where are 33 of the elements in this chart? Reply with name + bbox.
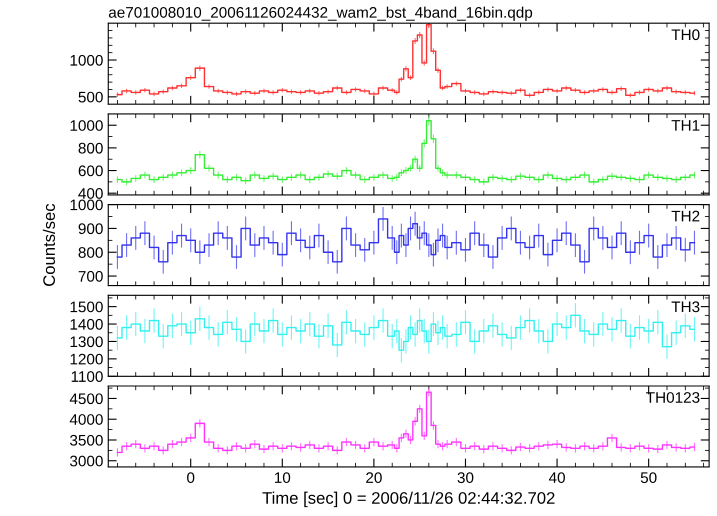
text: TH0123	[646, 392, 700, 403]
y-tick-label: 1000	[70, 54, 103, 66]
y-tick-label: 400	[78, 188, 103, 199]
y-tick-label: 1400	[70, 318, 103, 330]
y-tick-label: 800	[78, 142, 103, 154]
y-axis-title: Counts/sec	[42, 204, 56, 286]
x-axis-title: Time [sec] 0 = 2006/11/26 02:44:32.702	[262, 492, 554, 508]
y-tick-label: 4000	[70, 414, 103, 425]
chart-title: ae701008010_20061126024432_wam2_bst_4band_16bin.qdp	[108, 6, 532, 21]
y-tick-label: 600	[78, 165, 103, 176]
x-tick-label: 10	[274, 472, 290, 484]
y-tick-label: 1100	[72, 371, 103, 382]
y-tick-label: 4500	[70, 393, 103, 404]
series-label: TH3	[672, 301, 700, 312]
y-tick-label: 500	[78, 92, 103, 103]
y-tick-label: 1000	[70, 120, 103, 131]
x-tick-label: 20	[366, 472, 382, 484]
y-tick-label: 1200	[70, 354, 103, 365]
y-tick-label: 1300	[70, 336, 103, 348]
text: TH0	[672, 29, 700, 40]
x-tick-label: 0	[187, 472, 194, 484]
y-tick-label: 700	[78, 270, 103, 282]
y-tick-label: 3500	[70, 434, 103, 446]
y-tick-label: 3000	[70, 456, 103, 466]
y-tick-label: 800	[78, 247, 103, 258]
x-tick-label: 30	[458, 472, 474, 484]
x-tick-label: 50	[640, 472, 657, 484]
series-label: TH2	[672, 210, 700, 222]
y-tick-label: 1500	[70, 301, 103, 312]
x-tick-label: 40	[548, 472, 565, 484]
text: TH1	[672, 120, 700, 131]
y-tick-label: 900	[78, 223, 103, 234]
y-tick-label: 1000	[70, 199, 103, 210]
